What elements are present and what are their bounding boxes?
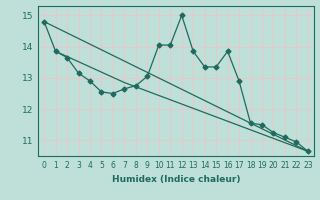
X-axis label: Humidex (Indice chaleur): Humidex (Indice chaleur) [112,175,240,184]
